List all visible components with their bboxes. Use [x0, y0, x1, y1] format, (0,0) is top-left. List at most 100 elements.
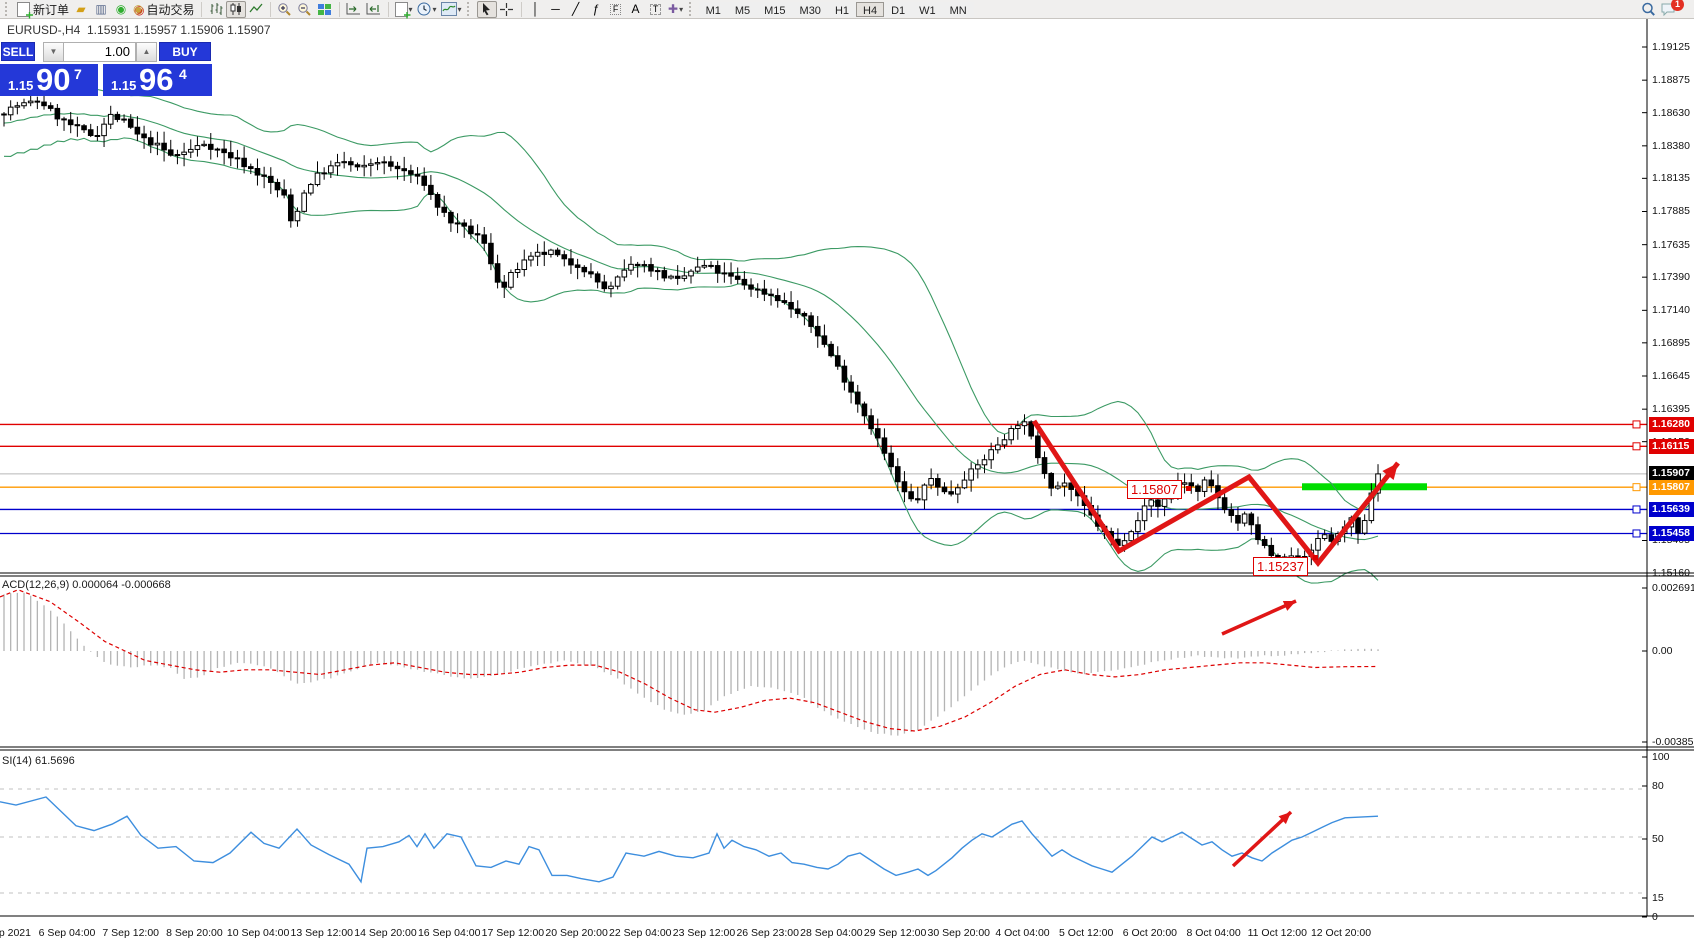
terminal-button[interactable]: ▥: [91, 1, 111, 18]
line-chart-icon: [249, 3, 263, 13]
periods-button[interactable]: ▾: [415, 1, 439, 18]
sell-button[interactable]: SELL: [1, 42, 35, 61]
zoom-out-icon: [298, 2, 311, 16]
new-chart-icon: [394, 1, 408, 17]
cursor-tool-button[interactable]: [476, 0, 497, 18]
zoom-in-button[interactable]: [275, 1, 295, 18]
candlestick-type-button[interactable]: [225, 0, 246, 18]
eraser-button[interactable]: ▰: [71, 1, 91, 18]
horizontal-line-icon: ─: [551, 2, 560, 16]
buy-price-panel[interactable]: 1.15 96 4: [103, 62, 212, 97]
text-label-icon: T: [649, 3, 662, 15]
templates-button[interactable]: ▾: [439, 1, 464, 18]
bar-chart-type-button[interactable]: [206, 1, 226, 18]
trend-arrows[interactable]: [1031, 419, 1400, 868]
signal-button[interactable]: ◉: [111, 1, 131, 18]
new-chart-button[interactable]: ▾: [393, 1, 415, 18]
trendline-tool-button[interactable]: ╱: [566, 1, 586, 18]
rsi-indicator-label: SI(14) 61.5696: [2, 755, 75, 767]
notifications-button[interactable]: 1: [1658, 0, 1684, 18]
arrows-tool-button[interactable]: ✚ ▾: [666, 1, 686, 18]
chart-shift-button[interactable]: [364, 1, 384, 18]
vline-tool-button[interactable]: │: [526, 1, 546, 18]
level-lines: [0, 420, 1647, 538]
crosshair-tool-button[interactable]: [497, 1, 517, 18]
toolbar-grip: [5, 2, 12, 16]
text-tool-button[interactable]: A: [626, 1, 646, 18]
toolbar-separator: [338, 1, 340, 17]
zoom-out-button[interactable]: [295, 1, 315, 18]
toolbar-separator: [520, 1, 522, 17]
signal-icon: ◉: [115, 2, 127, 16]
chart-area: 1.19125 1.18875 1.18630 1.18380 1.18135 1.178…: [0, 19, 1694, 945]
timeframe-h4[interactable]: H4: [856, 1, 885, 17]
toolbar-grip: [466, 2, 474, 16]
tile-windows-icon: [318, 3, 332, 15]
chevron-down-icon: ▾: [432, 4, 437, 14]
fibonacci-tool-button[interactable]: ƒ: [586, 1, 606, 18]
template-icon: [440, 2, 457, 16]
volume-up-button[interactable]: ▲: [136, 42, 157, 62]
sell-price-small: 1.15: [8, 78, 34, 93]
clock-icon: [417, 2, 431, 15]
bollinger-bands: [3, 83, 1379, 584]
autotrade-label: 自动交易: [146, 2, 195, 17]
bar-chart-icon: [210, 3, 223, 15]
buy-button[interactable]: BUY: [159, 42, 211, 61]
chevron-down-icon: ▾: [457, 4, 462, 14]
sell-price-panel[interactable]: 1.15 90 7: [0, 62, 98, 97]
autotrade-button[interactable]: ◉ 自动交易: [131, 1, 197, 18]
zoom-in-icon: [278, 2, 291, 16]
line-chart-type-button[interactable]: [246, 1, 266, 18]
macd-indicator-label: ACD(12,26,9) 0.000064 -0.000668: [2, 579, 171, 591]
toolbar-separator: [269, 1, 271, 17]
chevron-down-icon: ▾: [679, 4, 684, 14]
new-order-button[interactable]: 新订单: [15, 1, 71, 18]
timeframe-m15[interactable]: M15: [757, 1, 793, 17]
axes-frame: [0, 19, 1694, 918]
timeframe-w1[interactable]: W1: [912, 1, 943, 17]
chevron-down-icon: ▾: [408, 4, 413, 14]
autotrade-icon: ◉: [133, 2, 144, 16]
macd-pane: [0, 589, 1379, 736]
auto-scroll-button[interactable]: [344, 1, 364, 18]
toolbar: 新订单 ▰ ▥ ◉ ◉ 自动交易: [0, 0, 1694, 19]
buy-price-big: 96: [139, 62, 174, 97]
volume-input[interactable]: 1.00: [63, 42, 136, 62]
fibo-channel-tool-button[interactable]: F: [606, 1, 626, 18]
fibo-channel-icon: F: [609, 3, 622, 15]
chart-canvas[interactable]: [0, 19, 1694, 945]
text-label-tool-button[interactable]: T: [646, 1, 666, 18]
timeframe-h1[interactable]: H1: [827, 1, 856, 17]
candlestick-icon: [230, 3, 241, 15]
timeframe-bar: M1 M5 M15 M30 H1 H4 D1 W1 MN: [698, 1, 974, 17]
timeframe-m5[interactable]: M5: [727, 1, 758, 17]
eraser-icon: ▰: [76, 2, 86, 16]
search-icon: [1641, 2, 1655, 16]
symbol-ohlc-line: EURUSD-,H4 1.15931 1.15957 1.15906 1.159…: [7, 23, 271, 37]
chart-shift-icon: [366, 3, 381, 15]
timeframe-m30[interactable]: M30: [792, 1, 828, 17]
auto-scroll-icon: [346, 3, 361, 15]
sell-price-big: 90: [36, 62, 71, 97]
candles: [1, 90, 1381, 576]
toolbar-separator: [200, 1, 202, 17]
trendline-icon: ╱: [571, 2, 580, 16]
cursor-icon: [483, 3, 491, 16]
timeframe-m1[interactable]: M1: [698, 1, 728, 17]
shapes-icon: ✚: [668, 2, 679, 16]
timeframe-mn[interactable]: MN: [942, 1, 974, 17]
tile-windows-button[interactable]: [315, 1, 335, 18]
buy-price-sup: 4: [179, 66, 187, 82]
notification-badge: 1: [1671, 0, 1684, 11]
rsi-pane: [0, 788, 1647, 894]
new-order-label: 新订单: [33, 2, 70, 17]
toolbar-separator: [387, 1, 389, 17]
hline-tool-button[interactable]: ─: [546, 1, 566, 18]
buy-price-small: 1.15: [111, 78, 137, 93]
sell-price-sup: 7: [74, 66, 82, 82]
volume-down-button[interactable]: ▼: [43, 42, 64, 62]
timeframe-d1[interactable]: D1: [884, 1, 913, 17]
search-button[interactable]: [1638, 1, 1658, 18]
